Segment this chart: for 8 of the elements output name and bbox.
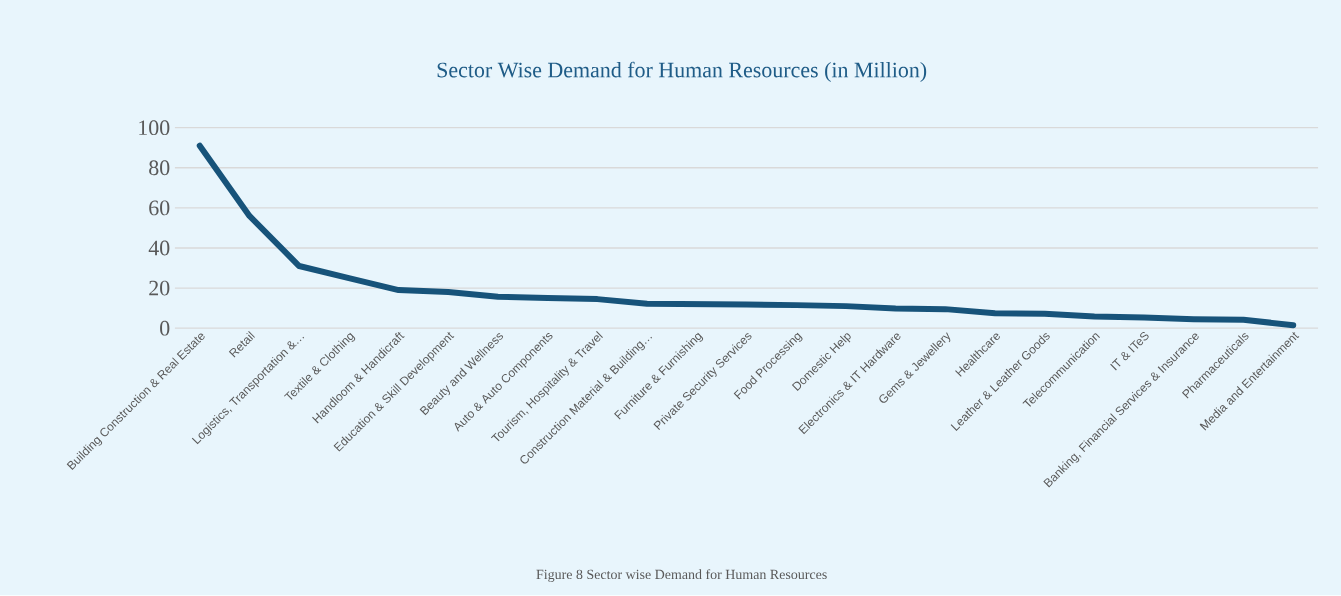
y-tick-label: 20 bbox=[149, 280, 170, 296]
y-tick-label: 80 bbox=[149, 160, 170, 176]
chart-title: Sector Wise Demand for Human Resources (in Million) bbox=[437, 61, 927, 83]
y-tick-label: 60 bbox=[149, 200, 170, 216]
y-tick-label: 100 bbox=[139, 120, 170, 136]
y-tick-label: 40 bbox=[148, 240, 170, 256]
caption: Figure 8 Sector wise Demand for Human Resources bbox=[536, 569, 827, 583]
y-tick-label: 0 bbox=[160, 321, 170, 336]
